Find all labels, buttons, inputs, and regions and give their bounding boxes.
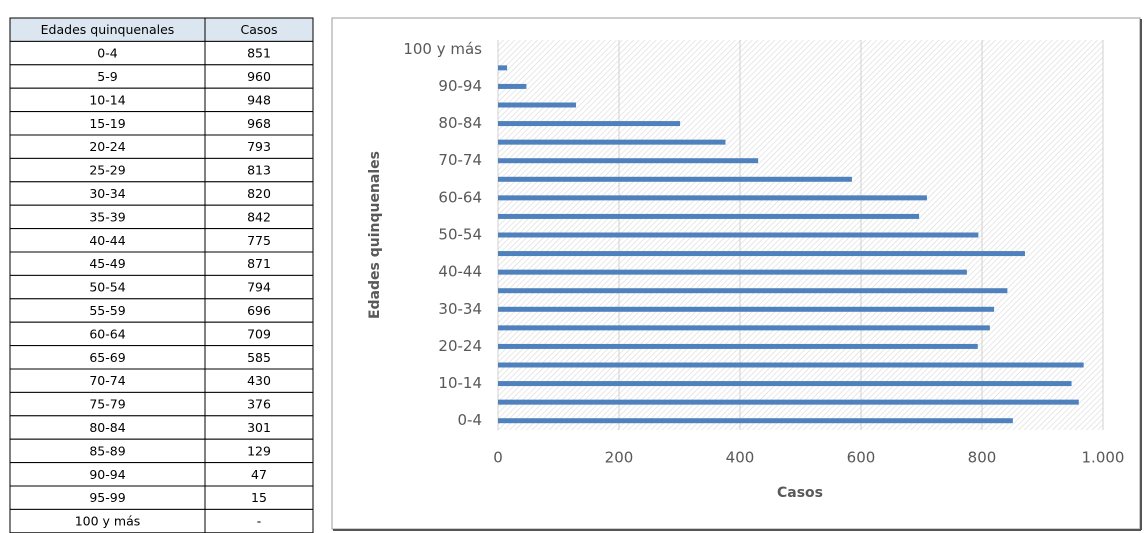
table-cell-text: 90-94 <box>89 467 125 482</box>
table-cell-text: 25-29 <box>89 163 125 178</box>
table-header-text: Edades quinquenales <box>41 22 175 37</box>
table-cell-text: 80-84 <box>89 420 125 435</box>
table-cell-text: 45-49 <box>89 256 125 271</box>
bar <box>498 381 1072 387</box>
x-tick-label: 0 <box>493 449 503 467</box>
y-tick-label: 50-54 <box>438 226 482 244</box>
table-cell-text: 35-39 <box>89 209 125 224</box>
y-tick-label: 80-84 <box>438 114 482 132</box>
y-tick-label: 70-74 <box>438 151 482 169</box>
y-axis-title: Edades quinquenales <box>367 151 383 319</box>
table-cell-text: 793 <box>247 139 271 154</box>
table-cell-text: 95-99 <box>89 490 125 505</box>
y-tick-label: 30-34 <box>438 300 482 318</box>
table-cell-text: - <box>257 514 262 529</box>
x-tick-label: 200 <box>605 449 634 467</box>
table-cell-text: 696 <box>247 303 271 318</box>
table-cell-text: 430 <box>247 373 271 388</box>
bar <box>498 325 990 331</box>
y-tick-label: 60-64 <box>438 188 482 206</box>
table-cell-text: 5-9 <box>97 69 117 84</box>
bar <box>498 232 979 238</box>
y-tick-label: 90-94 <box>438 77 482 95</box>
bar <box>498 102 577 108</box>
bar <box>498 139 726 145</box>
table-cell-text: 55-59 <box>89 303 125 318</box>
table-cell-text: 851 <box>247 46 271 61</box>
table-cell-text: 50-54 <box>89 280 125 295</box>
table-cell-text: 60-64 <box>89 326 125 341</box>
table-cell-text: 15-19 <box>89 116 125 131</box>
table-cell-text: 301 <box>247 420 271 435</box>
y-tick-label: 100 y más <box>403 40 482 58</box>
bar <box>498 251 1025 257</box>
table-cell-text: 842 <box>247 209 271 224</box>
y-tick-label: 10-14 <box>438 374 482 392</box>
bar <box>498 176 852 182</box>
bar <box>498 269 967 275</box>
table-cell-text: 871 <box>247 256 271 271</box>
bar <box>498 65 508 71</box>
bar <box>498 418 1013 424</box>
table-cell-text: 813 <box>247 163 271 178</box>
table-cell-text: 30-34 <box>89 186 125 201</box>
table-cell-text: 129 <box>247 443 271 458</box>
table-cell-text: 100 y más <box>75 514 141 529</box>
table-cell-text: 15 <box>251 490 267 505</box>
y-tick-label: 0-4 <box>458 411 483 429</box>
x-axis-title: Casos <box>777 485 823 501</box>
table-cell-text: 585 <box>247 350 271 365</box>
y-tick-label: 40-44 <box>438 263 482 281</box>
bar <box>498 362 1084 368</box>
table-header-text: Casos <box>240 22 277 37</box>
table-cell-text: 65-69 <box>89 350 125 365</box>
table-cell-text: 960 <box>247 69 271 84</box>
table-cell-text: 20-24 <box>89 139 125 154</box>
y-tick-label: 20-24 <box>438 337 482 355</box>
table-cell-text: 75-79 <box>89 397 125 412</box>
table-cell-text: 10-14 <box>89 92 125 107</box>
bar <box>498 195 927 201</box>
bar <box>498 306 995 312</box>
table-cell-text: 0-4 <box>97 46 117 61</box>
table-cell-text: 40-44 <box>89 233 125 248</box>
bar <box>498 121 681 127</box>
x-tick-label: 600 <box>847 449 876 467</box>
bar <box>498 158 759 164</box>
table-cell-text: 968 <box>247 116 271 131</box>
x-tick-label: 400 <box>726 449 755 467</box>
table-cell-text: 948 <box>247 92 271 107</box>
bar <box>498 83 527 89</box>
table-cell-text: 709 <box>247 326 271 341</box>
bar <box>498 399 1079 405</box>
bar <box>498 213 920 219</box>
table-cell-text: 794 <box>247 280 271 295</box>
bar <box>498 288 1008 294</box>
table-cell-text: 85-89 <box>89 443 125 458</box>
table-cell-text: 820 <box>247 186 271 201</box>
table-cell-text: 376 <box>247 397 271 412</box>
table-cell-text: 70-74 <box>89 373 125 388</box>
x-tick-label: 800 <box>968 449 997 467</box>
x-tick-label: 1.000 <box>1082 449 1125 467</box>
table-cell-text: 775 <box>247 233 271 248</box>
table-cell-text: 47 <box>251 467 267 482</box>
bar <box>498 343 978 349</box>
